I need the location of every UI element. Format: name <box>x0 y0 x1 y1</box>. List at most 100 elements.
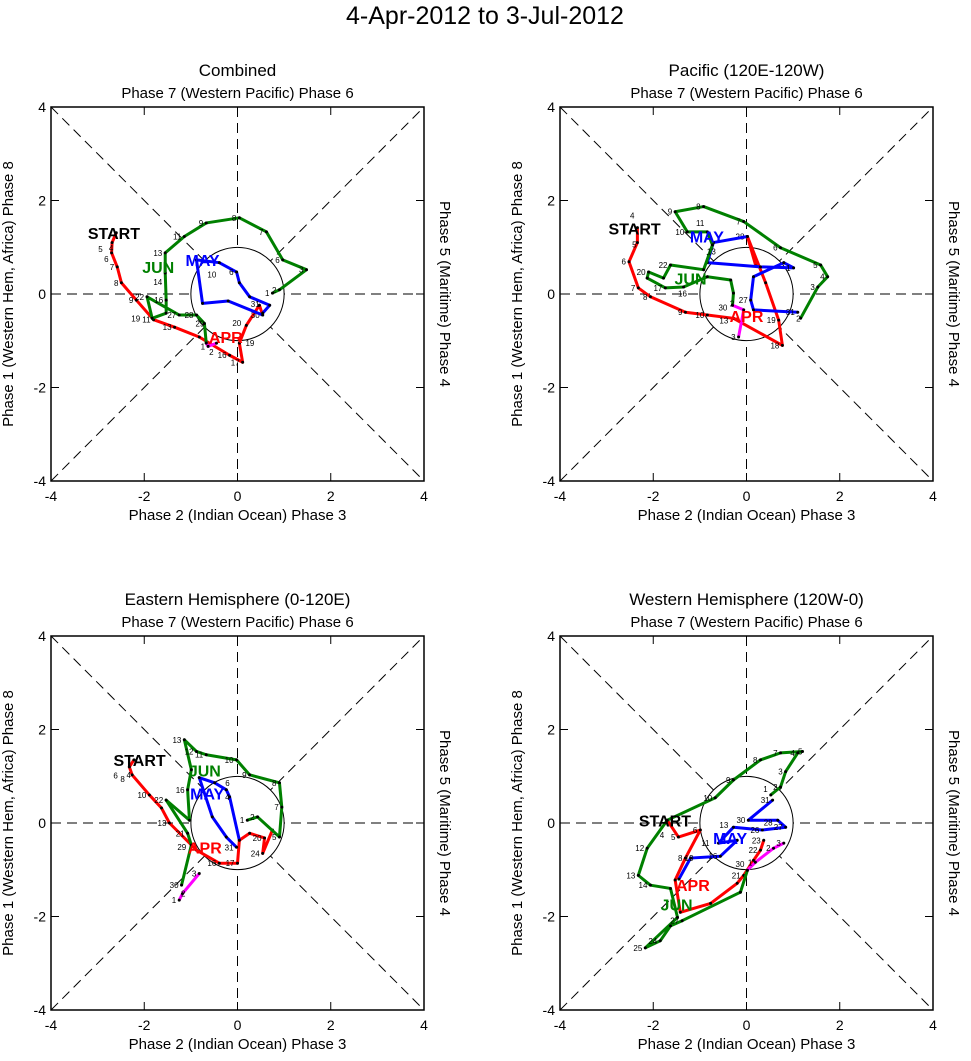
day-point <box>737 335 741 339</box>
day-point <box>147 793 151 797</box>
panel-title: Western Hemisphere (120W-0) <box>629 590 864 609</box>
day-label: 28 <box>764 818 773 827</box>
day-label: 3 <box>731 333 736 342</box>
day-point <box>145 295 149 299</box>
right-axis-label: Phase 5 (Maritime) Phase 4 <box>436 730 453 916</box>
day-point <box>753 860 757 864</box>
day-label: 27 <box>774 823 783 832</box>
day-point <box>180 892 184 896</box>
day-label: 22 <box>749 846 758 855</box>
day-label: 23 <box>752 836 761 845</box>
day-label: 19 <box>767 316 776 325</box>
month-label-may: MAY <box>690 230 724 247</box>
day-point <box>134 298 138 302</box>
left-axis-label: Phase 1 (Western Hem, Africa) Phase 8 <box>509 690 526 956</box>
day-point <box>163 271 167 275</box>
day-label: 7 <box>110 263 115 272</box>
x-tick-label: 0 <box>234 488 242 504</box>
day-point <box>731 316 735 320</box>
y-tick-label: -4 <box>543 1002 556 1018</box>
day-label: 6 <box>275 256 280 265</box>
day-point <box>280 805 284 809</box>
left-axis-label: Phase 1 (Western Hem, Africa) Phase 8 <box>0 690 17 956</box>
day-point <box>710 243 714 247</box>
day-point <box>800 749 804 753</box>
day-point <box>261 851 265 855</box>
x-tick-label: -2 <box>647 488 660 504</box>
right-axis-label: Phase 5 (Maritime) Phase 4 <box>436 201 453 387</box>
bottom-axis-label: Phase 2 (Indian Ocean) Phase 3 <box>129 1036 347 1053</box>
day-point <box>796 751 800 755</box>
day-point <box>235 758 239 762</box>
day-point <box>257 303 261 307</box>
month-label-apr: APR <box>730 309 764 326</box>
day-point <box>742 308 746 312</box>
day-point <box>738 890 742 894</box>
day-point <box>261 311 265 315</box>
panel-0: Combined Phase 7 (Western Pacific) Phase … <box>0 61 453 524</box>
day-point <box>627 260 631 264</box>
day-point <box>204 341 208 345</box>
day-point <box>245 818 249 822</box>
x-tick-label: -4 <box>554 488 567 504</box>
main-title: 4-Apr-2012 to 3-Jul-2012 <box>346 2 624 30</box>
day-label: 1 <box>763 785 768 794</box>
day-label: 9 <box>668 208 673 217</box>
day-label: 11 <box>142 316 151 325</box>
day-label: 2 <box>773 783 778 792</box>
day-label: 5 <box>98 245 103 254</box>
day-label: 3 <box>299 266 304 275</box>
day-label: 27 <box>739 296 748 305</box>
day-point <box>731 825 735 829</box>
y-tick-label: -4 <box>34 1002 47 1018</box>
day-label: 9 <box>242 771 247 780</box>
day-point <box>746 818 750 822</box>
day-point <box>237 216 241 220</box>
y-tick-label: 4 <box>38 628 46 644</box>
day-label: 1 <box>172 896 177 905</box>
day-point <box>277 288 281 292</box>
day-point <box>173 325 177 329</box>
day-point <box>673 210 677 214</box>
day-point <box>235 845 239 849</box>
y-tick-label: 2 <box>38 193 46 209</box>
day-point <box>645 276 649 280</box>
day-label: 4 <box>660 831 665 840</box>
day-point <box>248 831 252 835</box>
day-label: 9 <box>199 219 204 228</box>
day-label: 4 <box>820 273 825 282</box>
day-label: 13 <box>626 871 635 880</box>
day-point <box>758 758 762 762</box>
day-point <box>237 281 241 285</box>
day-label: 28 <box>185 311 194 320</box>
y-tick-label: 2 <box>547 193 555 209</box>
day-label: 21 <box>732 871 741 880</box>
trajectory-jul <box>746 841 785 872</box>
day-label: 12 <box>635 844 644 853</box>
day-label: 7 <box>631 284 636 293</box>
day-label: 20 <box>637 268 646 277</box>
day-label: 22 <box>659 261 668 270</box>
day-label: 20 <box>232 319 241 328</box>
day-label: 6 <box>104 255 109 264</box>
day-point <box>683 856 687 860</box>
trajectory-apr <box>127 759 274 865</box>
day-label: 8 <box>232 214 237 223</box>
x-tick-label: -4 <box>554 1017 567 1033</box>
panel-title: Pacific (120E-120W) <box>669 61 825 80</box>
y-tick-label: -2 <box>34 909 47 925</box>
day-point <box>816 285 820 289</box>
day-point <box>164 298 168 302</box>
day-point <box>683 310 687 314</box>
day-label: 5 <box>671 833 676 842</box>
day-label: 24 <box>648 937 657 946</box>
day-point <box>717 841 721 845</box>
day-point <box>130 773 134 777</box>
day-label: 8 <box>696 203 701 212</box>
day-label: 26 <box>750 826 759 835</box>
day-point <box>749 298 753 302</box>
day-point <box>180 883 184 887</box>
month-label-jun: JUN <box>661 897 693 914</box>
day-point <box>792 266 796 270</box>
day-point <box>194 848 198 852</box>
